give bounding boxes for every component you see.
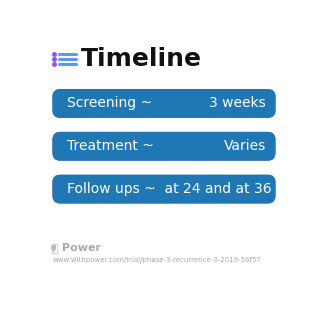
Text: Power: Power	[62, 243, 101, 253]
Text: Follow ups ~  at 24 and at 36 months: Follow ups ~ at 24 and at 36 months	[67, 182, 320, 196]
Text: Timeline: Timeline	[81, 47, 202, 71]
Text: Screening ~: Screening ~	[67, 96, 152, 111]
Polygon shape	[51, 245, 56, 252]
FancyBboxPatch shape	[52, 175, 276, 203]
Text: 3 weeks: 3 weeks	[209, 96, 266, 111]
Text: ␧: ␧	[52, 245, 58, 254]
Text: www.withpower.com/trial/phase-3-recurrence-3-2019-56f57: www.withpower.com/trial/phase-3-recurren…	[52, 257, 261, 263]
Text: Varies: Varies	[223, 139, 266, 153]
FancyBboxPatch shape	[52, 132, 276, 161]
FancyBboxPatch shape	[52, 89, 276, 118]
Text: Treatment ~: Treatment ~	[67, 139, 154, 153]
